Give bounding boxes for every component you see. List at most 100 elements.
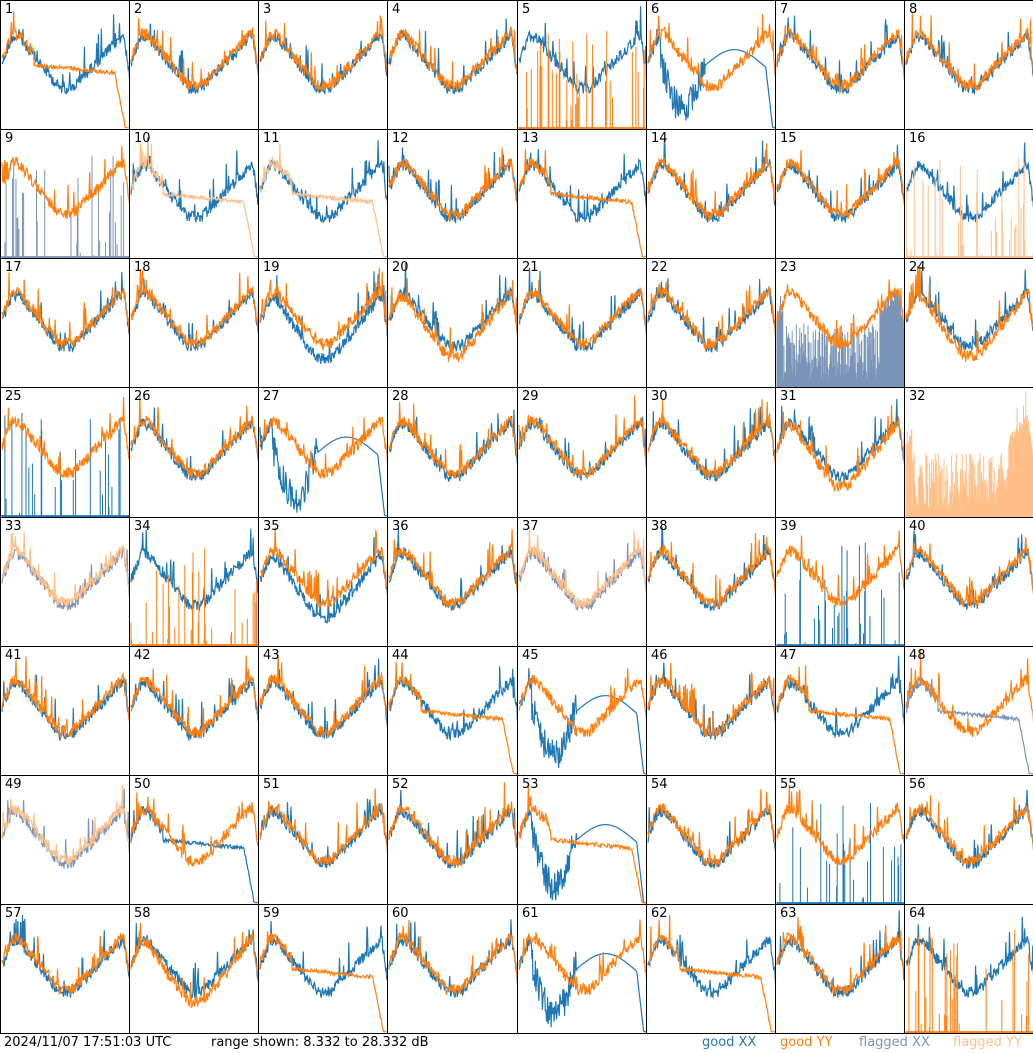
panel-label: 25 [5,389,22,404]
panel-plot [776,784,904,904]
panel-label: 27 [263,389,280,404]
antenna-panel: 35 [258,517,388,647]
series-yy-line [130,394,258,479]
series-xx-line [388,527,517,612]
panel-label: 34 [134,519,151,534]
panel-plot [388,262,517,363]
series-yy-line [776,279,904,350]
panel-plot [388,18,517,95]
series-yy-line [130,655,258,738]
panel-label: 55 [780,777,797,792]
series-yy-line [647,14,775,93]
antenna-panel: 57 [0,904,130,1034]
series-yy-line [1,656,129,739]
panel-label: 7 [780,2,789,17]
timestamp: 2024/11/07 17:51:03 UTC [4,1035,172,1050]
panel-label: 23 [780,260,797,275]
panel-label: 37 [522,519,539,534]
panel-label: 32 [909,389,926,404]
antenna-panel: 15 [775,129,905,259]
panel-label: 31 [780,389,797,404]
series-xx-line [518,668,646,775]
antenna-panel: 11 [258,129,388,259]
series-yy-line [388,661,517,775]
panel-label: 26 [134,389,151,404]
panel-plot [905,142,1033,258]
panel-label: 9 [5,131,14,146]
series-yy-line [388,401,517,479]
antenna-panel: 31 [775,387,905,518]
panel-label: 52 [392,777,409,792]
panel-label: 41 [5,648,22,663]
series-yy-line [1,531,129,608]
antenna-panel: 20 [387,258,518,388]
series-yy-line [776,404,904,492]
series-yy-line [776,917,904,996]
panel-label: 43 [263,648,280,663]
panel-label: 49 [5,777,22,792]
antenna-panel: 7 [775,0,905,130]
panel-plot [905,649,1033,775]
panel-label: 12 [392,131,409,146]
antenna-panel: 10 [129,129,259,259]
panel-label: 57 [5,906,22,921]
antenna-panel: 21 [517,258,647,388]
panel-label: 1 [5,2,14,17]
panel-plot [1,914,129,998]
antenna-panel: 22 [646,258,776,388]
panel-label: 64 [909,906,926,921]
panel-plot [259,788,387,869]
series-yy-line [776,149,904,219]
series-yy-line [1,785,129,866]
series-yy-line [388,26,517,92]
panel-plot [776,910,904,998]
antenna-panel: 8 [904,0,1033,130]
panel-label: 40 [909,519,926,534]
antenna-panel: 43 [258,646,388,776]
panel-label: 3 [263,2,272,17]
panel-plot [388,527,517,612]
antenna-panel: 53 [517,775,647,905]
panel-plot [776,398,904,492]
panel-label: 39 [780,519,797,534]
panel-label: 5 [522,2,531,17]
series-xx-line [130,806,258,904]
antenna-panel: 5 [517,0,647,130]
antenna-panel: 59 [258,904,388,1034]
panel-label: 4 [392,2,401,17]
panel-label: 47 [780,648,797,663]
series-yy-line [647,143,775,222]
series-xx-line [905,677,1033,775]
panel-plot [1,397,129,517]
antenna-panel: 34 [129,517,259,647]
series-yy-line [130,141,258,258]
panel-plot [905,789,1033,869]
series-yy-line [388,147,517,220]
series-yy-line [1,931,129,995]
panel-plot [776,655,904,775]
series-yy-line [1,146,129,220]
antenna-panel: 17 [0,258,130,388]
series-xx-line [905,142,1033,223]
series-yy-line [130,548,258,646]
panel-plot [905,916,1033,1033]
series-xx-line [259,921,387,998]
panel-plot [518,526,646,611]
range-text: range shown: 8.332 to 28.332 dB [211,1035,429,1050]
series-yy-line [905,157,1033,258]
series-yy-line [130,269,258,349]
panel-plot [647,399,775,482]
antenna-panel: 38 [646,517,776,647]
antenna-panel: 3 [258,0,388,130]
series-xx-line [776,910,904,998]
series-xx-line [259,658,387,739]
panel-plot [518,148,646,258]
antenna-panel: 41 [0,646,130,776]
legend-good-xx: good XX [702,1035,757,1050]
antenna-panel: 50 [129,775,259,905]
panel-label: 36 [392,519,409,534]
series-yy-line [518,149,646,258]
panel-plot [647,526,775,611]
series-yy-line [518,31,646,129]
antenna-panel: 51 [258,775,388,905]
